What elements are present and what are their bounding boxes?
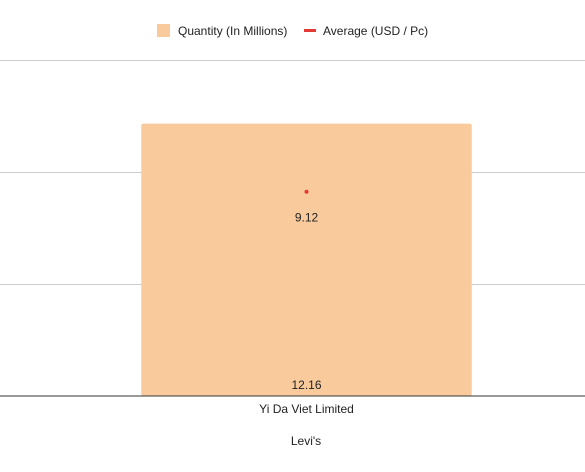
- legend-label-quantity: Quantity (In Millions): [178, 24, 287, 38]
- point-value-label-0: 9.12: [295, 211, 319, 225]
- legend-item-average[interactable]: Average (USD / Pc): [304, 24, 428, 38]
- legend-item-quantity[interactable]: Quantity (In Millions): [157, 24, 287, 38]
- bar-0[interactable]: [141, 123, 472, 396]
- legend: Quantity (In Millions) Average (USD / Pc…: [157, 24, 428, 38]
- category-labels: Yi Da Viet Limited: [259, 402, 354, 416]
- x-axis-title: Levi's: [291, 434, 321, 448]
- bars: 12.16: [141, 123, 472, 396]
- bar-value-label-0: 12.16: [291, 378, 321, 392]
- point-0[interactable]: [304, 189, 309, 194]
- legend-swatch-quantity: [157, 24, 170, 37]
- legend-swatch-average: [304, 29, 316, 32]
- category-label-0: Yi Da Viet Limited: [259, 402, 354, 416]
- points: 9.12: [295, 189, 319, 225]
- legend-label-average: Average (USD / Pc): [323, 24, 428, 38]
